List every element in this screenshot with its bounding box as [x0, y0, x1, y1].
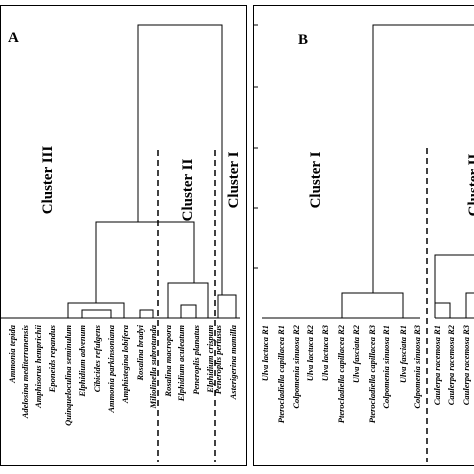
panel-label: B — [298, 32, 308, 48]
leaf-label: Caulerpa racemosa R1 — [432, 325, 442, 405]
leaf-label: Colpomenia sinuosa R1 — [381, 325, 391, 409]
leaf-label: Rosalina bradyi — [135, 324, 145, 381]
leaf-label: Ammonia tepida — [7, 324, 17, 384]
panel-a-frame — [0, 5, 247, 466]
leaf-label: Pterocladiella capillacea R3 — [367, 324, 377, 423]
leaf-label: Colpomenia sinuosa R2 — [291, 324, 301, 408]
leaf-label: Miliolinella subrotunda — [148, 324, 158, 409]
leaf-label: Elphidium advenum — [77, 325, 87, 398]
leaf-label: Amphisorus hemprichii — [33, 324, 43, 409]
leaf-label: Eponeids repandus — [47, 324, 57, 393]
dendrogram-b — [253, 24, 474, 462]
panel-label: A — [8, 30, 19, 46]
leaf-label: Adelosina mediterranensis — [20, 324, 30, 419]
leaf-label: Amphistegina lobifera — [120, 324, 130, 404]
leaf-label: Caulerpa racemosa R3 — [461, 324, 471, 405]
cluster-label: Cluster I — [308, 151, 324, 208]
cluster-label: Cluster III — [40, 146, 56, 215]
leaf-label: Asterigerina mamilla — [228, 324, 238, 400]
cluster-label: Cluster II — [466, 154, 474, 217]
dendrogram-a — [0, 24, 240, 462]
leaf-label: Cibicides refulgens — [92, 324, 102, 392]
leaf-label: Ulva fasciata R2 — [351, 324, 361, 383]
leaf-label: Elphidium aculeatum — [176, 325, 186, 403]
leaf-label: Colpomenia sinuosa R3 — [412, 324, 422, 408]
leaf-label: Ulva lactuca R1 — [260, 325, 270, 381]
leaf-label: Caulerpa racemosa R2 — [446, 324, 456, 405]
leaf-label: Rosalina macropora — [163, 324, 173, 397]
leaf-label: Ulva lactuca R3 — [320, 324, 330, 381]
cluster-label: Cluster I — [226, 151, 242, 208]
leaf-label: Ulva fasciata R1 — [398, 325, 408, 383]
leaf-label: Elphidium crispum — [205, 325, 215, 394]
leaf-label: Ammonia parkinsoniana — [106, 324, 116, 413]
leaf-label: Quinqueloculina seminulum — [63, 325, 73, 426]
panel-b-frame — [253, 5, 474, 466]
cluster-label: Cluster II — [180, 159, 196, 222]
leaf-label: Ulva lactuca R2 — [305, 324, 315, 381]
leaf-label: Peneroplis pertusus — [213, 324, 223, 394]
leaf-label: Pterocladiella capillacea R1 — [276, 325, 286, 423]
leaf-label: Peneroplis planatus — [191, 324, 201, 394]
leaf-label: Pterocladiella capillacea R2 — [336, 324, 346, 423]
